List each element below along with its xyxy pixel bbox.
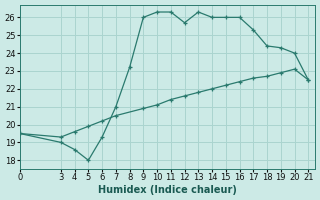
X-axis label: Humidex (Indice chaleur): Humidex (Indice chaleur) xyxy=(98,185,237,195)
